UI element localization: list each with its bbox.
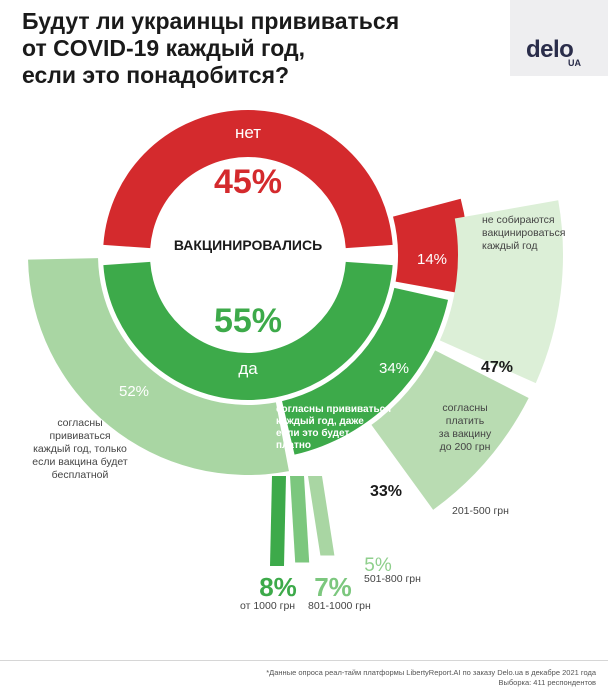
footnote-line: *Данные опроса реал-тайм платформы Liber… — [266, 668, 596, 677]
price-segment-200 — [439, 200, 563, 384]
sunburst-chart: нет 45% ВАКЦИНИРОВАЛИСЬ 55% да 14% 34% 5… — [28, 109, 563, 602]
center-label: ВАКЦИНИРОВАЛИСЬ — [174, 237, 322, 253]
p500-note: 201-500 грн — [452, 505, 509, 517]
price-segment-500 — [371, 350, 529, 510]
logo-sub-text: UA — [568, 58, 581, 68]
note-line: вакцинироваться — [482, 227, 566, 239]
inner-slice-yes — [103, 261, 393, 400]
inner-slice-no — [103, 109, 393, 249]
free-value: 52% — [119, 383, 149, 400]
p200-value: 47% — [481, 359, 513, 376]
p500-value: 33% — [370, 483, 402, 500]
yes-label: да — [238, 359, 258, 378]
no-value: 45% — [214, 163, 282, 201]
note-line: до 200 грн — [439, 441, 491, 453]
title-line: от COVID-19 каждый год, — [22, 35, 305, 61]
no-label: нет — [235, 123, 261, 142]
note-line: за вакцину — [438, 428, 492, 440]
note-line: прививаться — [49, 430, 111, 442]
refuse-value: 14% — [417, 251, 447, 268]
p800-value: 5% — [364, 555, 392, 576]
note-line: каждый год, только — [33, 443, 127, 455]
note-line: бесплатной — [51, 469, 109, 481]
note-line: согласны — [442, 402, 488, 414]
note-line: согласны прививаться — [276, 404, 392, 415]
footnote: *Данные опроса реал-тайм платформы Liber… — [266, 668, 596, 688]
pmax-value: 8% — [259, 572, 297, 602]
page-title: Будут ли украинцы прививаться от COVID-1… — [22, 8, 442, 89]
price-bars — [270, 200, 563, 566]
p1000-note: 801-1000 грн — [308, 600, 371, 612]
note-line: если вакцина будет — [32, 456, 128, 468]
p1000-value: 7% — [314, 572, 352, 602]
note-line: платить — [445, 415, 485, 427]
refuse-note: не собираются вакцинироваться каждый год — [482, 214, 592, 253]
p800-note: 501-800 грн — [364, 573, 421, 585]
p200-note: согласны платить за вакцину до 200 грн — [420, 402, 510, 454]
footer-divider — [0, 660, 608, 661]
price-bar-501-800 — [308, 476, 335, 556]
free-note: согласны прививаться каждый год, только … — [20, 417, 140, 482]
note-line: каждый год, даже — [276, 416, 364, 427]
note-line: если это будет — [276, 428, 350, 439]
price-bar-801-1000 — [290, 476, 310, 563]
paid-value: 34% — [379, 360, 409, 377]
paid-note: согласны прививаться каждый год, даже ес… — [276, 404, 406, 452]
yes-value: 55% — [214, 302, 282, 340]
delo-logo: delo UA — [510, 0, 608, 76]
logo-main-text: delo — [526, 36, 574, 63]
title-line: если это понадобится? — [22, 62, 290, 88]
chart-arcs — [28, 109, 468, 475]
title-line: Будут ли украинцы прививаться — [22, 8, 400, 34]
chart-labels: нет 45% ВАКЦИНИРОВАЛИСЬ 55% да 14% 34% 5… — [119, 123, 513, 602]
footnote-line: Выборка: 411 респондентов — [498, 678, 596, 687]
outer-slice-free — [28, 258, 289, 475]
note-line: не собираются — [482, 214, 555, 226]
note-line: согласны — [57, 417, 103, 429]
outer-slice-paid — [282, 287, 449, 455]
note-line: каждый год — [482, 240, 538, 252]
note-line: платно — [276, 440, 311, 451]
pmax-note: от 1000 грн — [240, 600, 296, 612]
price-bar-1000plus — [270, 476, 286, 566]
outer-slice-refuse — [393, 198, 468, 295]
